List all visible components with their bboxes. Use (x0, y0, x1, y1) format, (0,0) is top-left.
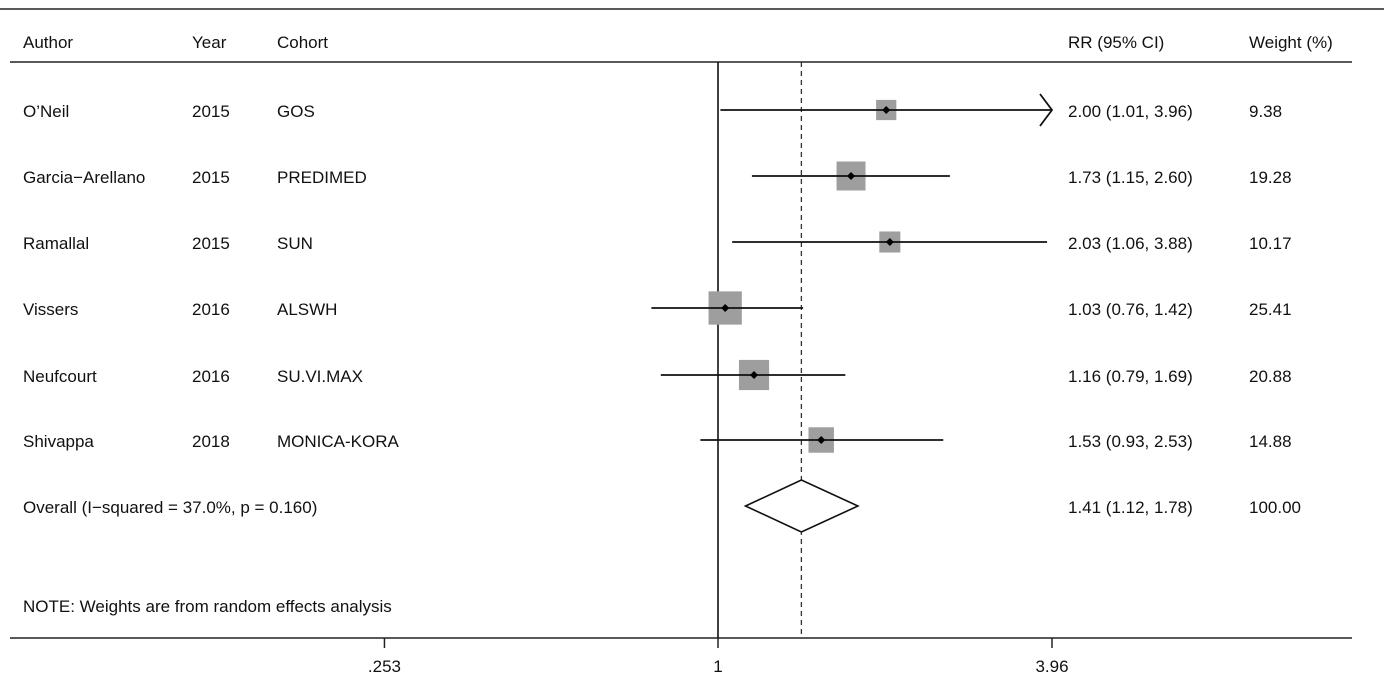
study-author: Ramallal (23, 234, 89, 253)
study-cohort: GOS (277, 102, 315, 121)
study-row: Garcia−Arellano 2015 PREDIMED 1.73 (1.15, 2… (23, 161, 1292, 191)
study-weight-text: 9.38 (1249, 102, 1282, 121)
study-row: Shivappa 2018 MONICA-KORA 1.53 (0.93, 2.53)… (23, 427, 1292, 453)
study-weight-text: 14.88 (1249, 432, 1292, 451)
study-author: Shivappa (23, 432, 94, 451)
study-author: Vissers (23, 300, 78, 319)
study-rr-text: 1.53 (0.93, 2.53) (1068, 432, 1193, 451)
study-weight-text: 19.28 (1249, 168, 1292, 187)
x-tick-label: 3.96 (1035, 657, 1068, 676)
study-rr-text: 1.73 (1.15, 2.60) (1068, 168, 1193, 187)
study-author: Neufcourt (23, 367, 97, 386)
point-estimate (817, 436, 826, 444)
point-estimate (885, 238, 894, 246)
header-cohort: Cohort (277, 33, 328, 52)
study-author: Garcia−Arellano (23, 168, 145, 187)
study-cohort: SU.VI.MAX (277, 367, 363, 386)
study-cohort: PREDIMED (277, 168, 367, 187)
study-year: 2015 (192, 168, 230, 187)
study-rows: O’Neil 2015 GOS 2.00 (1.01, 3.96) 9.38 Garcia… (23, 93, 1292, 453)
overall-diamond (743, 479, 860, 533)
study-year: 2015 (192, 234, 230, 253)
study-weight-text: 10.17 (1249, 234, 1292, 253)
ci-arrowhead (1039, 93, 1054, 127)
study-author: O’Neil (23, 102, 69, 121)
overall-label: Overall (I−squared = 37.0%, p = 0.160) (23, 498, 317, 517)
point-estimate (750, 371, 759, 379)
overall-rr-text: 1.41 (1.12, 1.78) (1068, 498, 1193, 517)
study-rr-text: 2.03 (1.06, 3.88) (1068, 234, 1193, 253)
point-estimate (721, 304, 730, 312)
study-row: Neufcourt 2016 SU.VI.MAX 1.16 (0.79, 1.69) 2… (23, 359, 1292, 391)
header-author: Author (23, 33, 73, 52)
study-cohort: ALSWH (277, 300, 337, 319)
header-year: Year (192, 33, 227, 52)
study-cohort: SUN (277, 234, 313, 253)
study-rr-text: 1.03 (0.76, 1.42) (1068, 300, 1193, 319)
point-estimate (882, 106, 891, 114)
study-year: 2015 (192, 102, 230, 121)
x-tick-label: 1 (713, 657, 722, 676)
study-rr-text: 1.16 (0.79, 1.69) (1068, 367, 1193, 386)
study-cohort: MONICA-KORA (277, 432, 400, 451)
study-year: 2016 (192, 300, 230, 319)
study-rr-text: 2.00 (1.01, 3.96) (1068, 102, 1193, 121)
x-tick-label: .253 (368, 657, 401, 676)
overall-weight-text: 100.00 (1249, 498, 1301, 517)
study-row: Vissers 2016 ALSWH 1.03 (0.76, 1.42) 25.41 (23, 291, 1292, 325)
study-year: 2016 (192, 367, 230, 386)
x-axis-ticks: .253 1 3.96 (368, 638, 1069, 676)
study-weight-text: 25.41 (1249, 300, 1292, 319)
study-weight-text: 20.88 (1249, 367, 1292, 386)
point-estimate (847, 172, 856, 180)
study-row: O’Neil 2015 GOS 2.00 (1.01, 3.96) 9.38 (23, 93, 1282, 127)
study-row: Ramallal 2015 SUN 2.03 (1.06, 3.88) 10.17 (23, 231, 1292, 253)
header-rr: RR (95% CI) (1068, 33, 1164, 52)
weights-note: NOTE: Weights are from random effects an… (23, 597, 392, 616)
header-weight: Weight (%) (1249, 33, 1333, 52)
study-year: 2018 (192, 432, 230, 451)
